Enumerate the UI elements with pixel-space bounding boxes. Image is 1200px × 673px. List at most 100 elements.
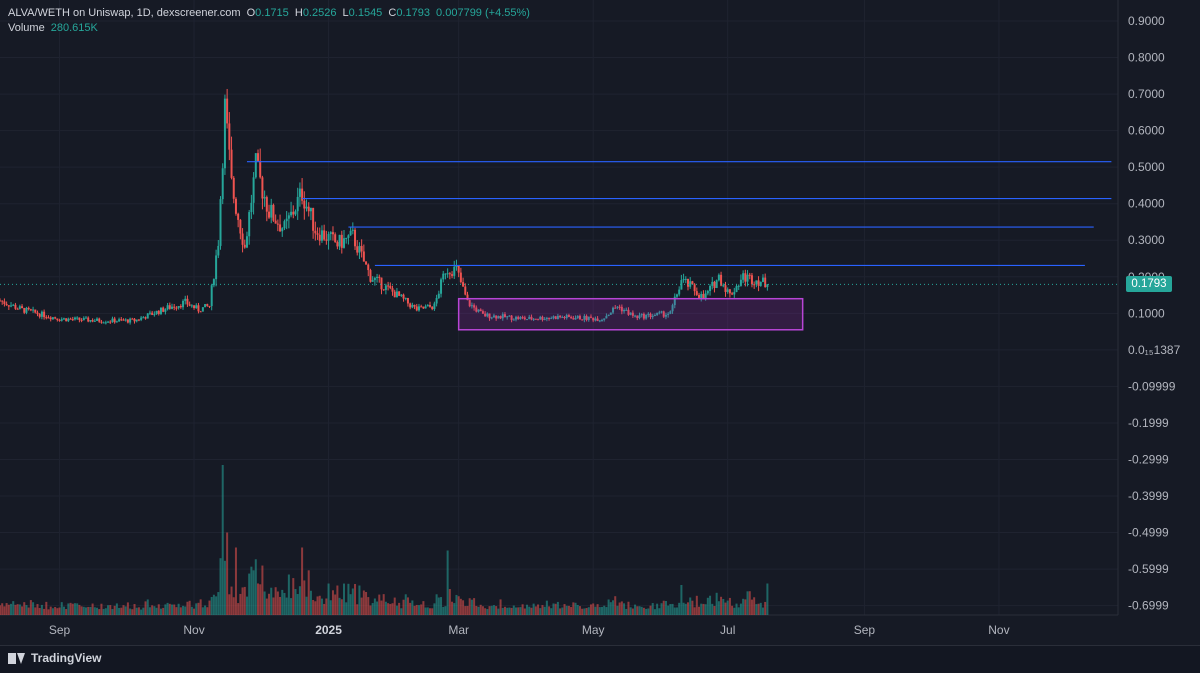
candle-body (239, 219, 242, 234)
candle-body (417, 306, 420, 311)
volume-bar (131, 609, 134, 615)
candle-body (761, 277, 764, 282)
candle-body (140, 317, 143, 320)
volume-bar (371, 603, 374, 615)
candle-body (283, 221, 286, 229)
candle-body (387, 285, 390, 287)
volume-bar (98, 609, 101, 615)
volume-bar (497, 608, 500, 615)
candle-body (173, 306, 176, 308)
candle-body (16, 308, 19, 310)
volume-bar (451, 601, 454, 615)
candle-body (589, 316, 592, 318)
candle-body (499, 316, 502, 319)
y-tick-label: -0.1999 (1128, 416, 1169, 430)
candle-body (706, 291, 709, 294)
volume-bar (135, 607, 138, 615)
candle-body (345, 237, 348, 239)
volume-bar (682, 602, 685, 615)
volume-bar (459, 598, 462, 615)
volume-bar (554, 603, 557, 615)
volume-bar (662, 600, 665, 615)
candle-body (612, 307, 615, 313)
volume-bar (426, 607, 429, 615)
volume-bar (351, 588, 354, 615)
volume-bar (153, 606, 156, 615)
volume-bar (503, 606, 506, 615)
volume-bar (433, 603, 436, 615)
volume-bar (208, 600, 211, 615)
volume-bar (354, 583, 357, 615)
volume-bar (336, 585, 339, 615)
candle-body (605, 316, 608, 319)
candle-body (186, 298, 189, 305)
volume-bar (60, 602, 63, 615)
candle-body (687, 278, 689, 287)
volume-bar (384, 601, 387, 615)
candle-body (279, 224, 282, 232)
candle-body (470, 305, 473, 307)
candle-body (157, 310, 160, 314)
candle-body (193, 305, 196, 309)
candle-body (717, 274, 720, 281)
candle-body (118, 319, 121, 322)
volume-bar (739, 603, 742, 615)
tradingview-logo[interactable]: TradingView (8, 651, 101, 665)
candle-body (684, 278, 687, 280)
volume-bar (671, 603, 674, 615)
candle-body (484, 313, 487, 317)
candle-body (14, 304, 17, 309)
price-chart[interactable]: 0.9000 0.8000 0.7000 0.6000 0.5000 0.4000 0.30… (0, 0, 1200, 645)
volume-bar (517, 607, 520, 615)
candle-body (444, 273, 447, 275)
volume-bar (303, 580, 306, 615)
candle-body (645, 314, 648, 319)
candle-body (526, 319, 529, 321)
x-tick-label: Sep (49, 623, 71, 637)
candle-body (739, 279, 742, 286)
volume-bar (93, 607, 96, 615)
candle-body (100, 321, 103, 323)
volume-bar (601, 606, 603, 615)
candle-body (603, 318, 606, 320)
candle-body (162, 307, 165, 312)
volume-bar (193, 608, 196, 615)
candle-body (556, 315, 559, 319)
volume-bar (250, 566, 253, 615)
volume-bar (38, 607, 41, 615)
volume-bar (69, 602, 72, 615)
candle-body (620, 306, 623, 312)
volume-bar (157, 604, 160, 615)
volume-bar (638, 606, 641, 615)
candle-body (459, 272, 462, 283)
volume-bar (268, 593, 271, 615)
volume-bar (437, 597, 440, 615)
volume-bar (464, 606, 467, 615)
candle-body (649, 313, 652, 318)
volume-bar (228, 594, 231, 615)
candle-body (587, 316, 590, 320)
candle-body (623, 310, 626, 312)
volume-bar (102, 608, 105, 615)
volume-bar (122, 605, 125, 615)
volume-bar (230, 586, 233, 615)
candle-body (702, 294, 705, 300)
volume-bar (186, 601, 189, 615)
volume-bar (750, 599, 753, 615)
volume-bar (409, 602, 412, 615)
candle-body (195, 305, 198, 309)
candle-body (764, 277, 767, 288)
time-axis[interactable]: Sep Nov 2025 Mar May Jul Sep Nov (49, 623, 1010, 637)
volume-bar (71, 603, 74, 615)
candle-body (398, 291, 401, 296)
volume-bar (563, 604, 566, 615)
volume-bar (129, 608, 132, 615)
volume-bar (334, 594, 337, 615)
volume-bar (691, 600, 694, 615)
volume-bar (296, 594, 299, 615)
price-axis[interactable]: 0.9000 0.8000 0.7000 0.6000 0.5000 0.4000 0.30… (1128, 14, 1181, 613)
volume-bar (166, 602, 169, 615)
candle-body (534, 318, 537, 320)
volume-bar (455, 594, 458, 615)
candle-body (475, 307, 478, 312)
